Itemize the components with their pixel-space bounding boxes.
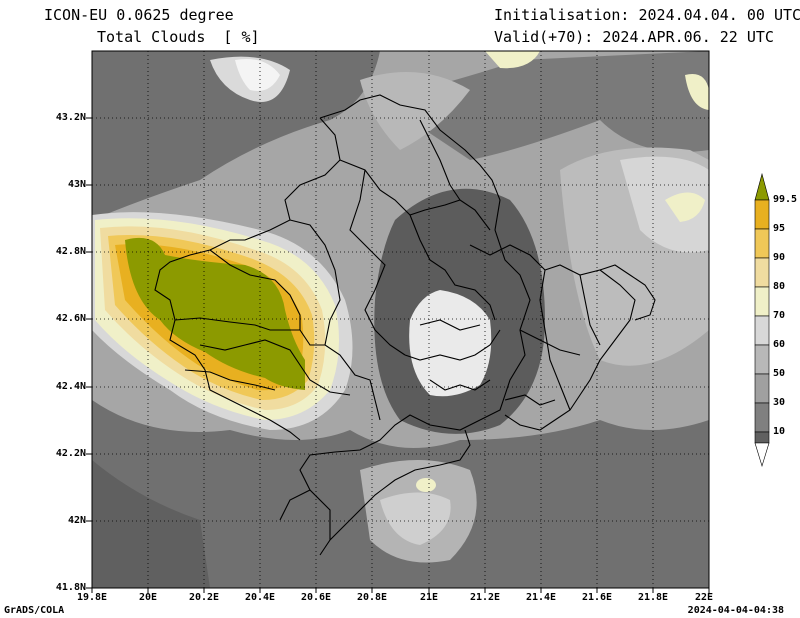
variable-title: Total Clouds [ %] [97,28,260,46]
lat-label: 42.4N [55,381,86,392]
colorbar-label: 80 [773,281,786,292]
lon-label: 20.2E [188,592,220,603]
colorbar-bottom-arrow [754,442,770,468]
model-title: ICON-EU 0.0625 degree [44,6,234,24]
colorbar-label: 99.5 [773,194,798,205]
lat-label: 41.8N [55,582,86,593]
admin-borders [154,94,656,556]
lon-label: 21E [419,592,439,603]
axis-ticks [86,117,710,593]
valid-time: Valid(+70): 2024.APR.06. 22 UTC [494,28,774,46]
render-timestamp: 2024-04-04-04:38 [687,605,784,616]
lon-label: 21.4E [525,592,557,603]
colorbar-label: 50 [773,368,786,379]
lon-label: 20.8E [356,592,388,603]
colorbar [754,172,770,468]
cloud-field [92,51,709,588]
colorbar-label: 70 [773,310,786,321]
lat-label: 43N [67,179,86,190]
lat-label: 42N [67,515,86,526]
colorbar-label: 30 [773,397,786,408]
lat-label: 42.8N [55,246,86,257]
lon-label: 21.2E [469,592,501,603]
lat-label: 42.2N [55,448,86,459]
lon-label: 21.8E [637,592,669,603]
init-time: Initialisation: 2024.04.04. 00 UTC [494,6,800,24]
lon-label: 20.6E [300,592,332,603]
colorbar-top-arrow [754,172,770,201]
lon-label: 22E [694,592,714,603]
lon-label: 20E [138,592,158,603]
lat-label: 42.6N [55,313,86,324]
lon-label: 20.4E [244,592,276,603]
lon-label: 19.8E [76,592,108,603]
colorbar-label: 90 [773,252,786,263]
colorbar-label: 60 [773,339,786,350]
colorbar-label: 10 [773,426,786,437]
lon-label: 21.6E [581,592,613,603]
colorbar-label: 95 [773,223,786,234]
credit-text: GrADS/COLA [4,605,65,616]
lat-lon-grid [92,51,709,588]
lat-label: 43.2N [55,112,86,123]
